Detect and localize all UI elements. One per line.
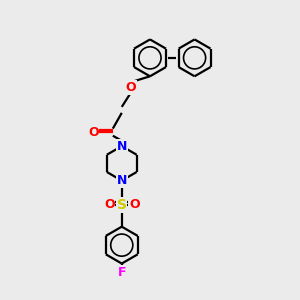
Text: F: F	[118, 266, 126, 279]
Text: O: O	[129, 199, 140, 212]
Text: S: S	[117, 198, 127, 212]
Text: N: N	[117, 140, 127, 153]
Text: O: O	[88, 126, 99, 139]
Text: O: O	[104, 199, 115, 212]
Text: N: N	[117, 174, 127, 187]
Text: O: O	[125, 81, 136, 94]
